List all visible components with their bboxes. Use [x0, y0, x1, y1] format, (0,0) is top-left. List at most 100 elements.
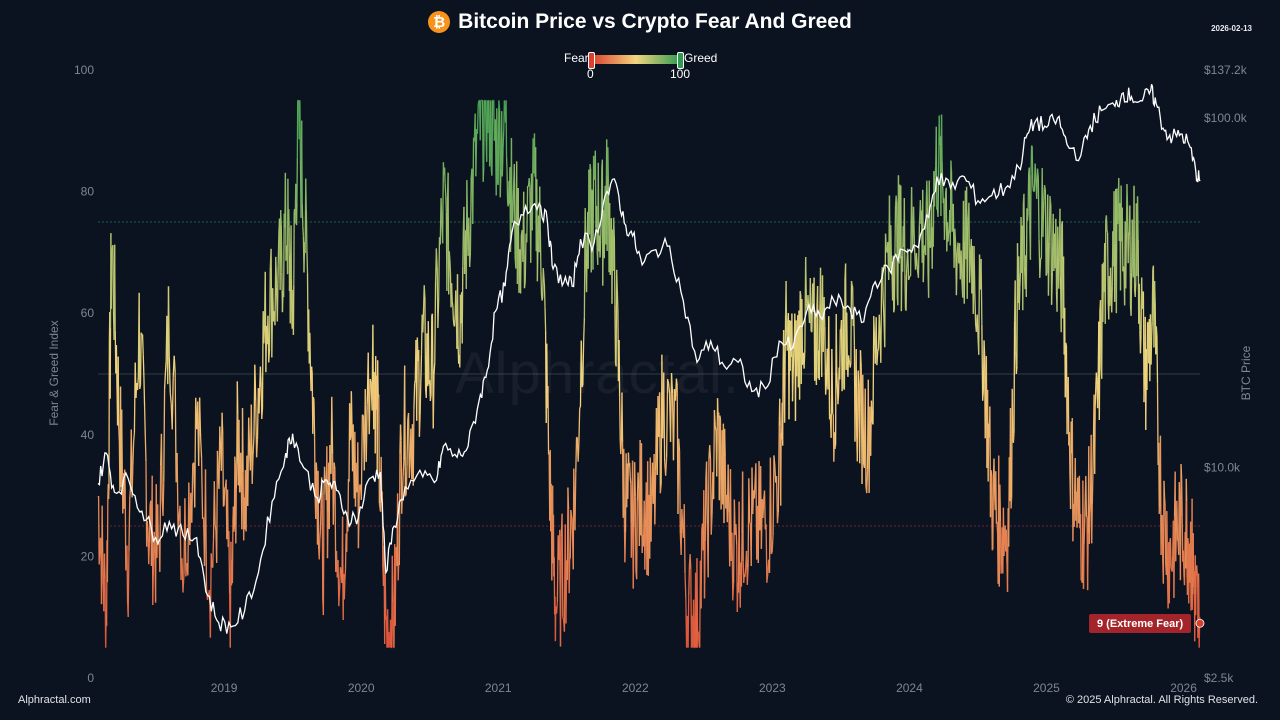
fear-greed-segment: [1180, 464, 1183, 477]
fear-greed-segment: [159, 465, 162, 572]
fear-greed-segment: [824, 384, 828, 395]
fear-greed-segment: [786, 320, 789, 351]
fear-greed-segment: [832, 413, 834, 416]
fear-greed-segment: [455, 290, 457, 314]
fear-greed-segment: [543, 285, 546, 308]
fear-greed-segment: [973, 246, 976, 294]
fear-greed-segment: [665, 379, 669, 458]
fear-greed-segment: [453, 315, 456, 327]
fear-greed-segment: [1158, 507, 1161, 514]
fear-greed-segment: [818, 305, 821, 380]
fear-greed-segment: [424, 297, 427, 389]
fear-greed-segment: [432, 374, 435, 429]
fear-greed-segment: [98, 555, 101, 565]
fear-greed-segment: [224, 486, 227, 489]
fear-greed-segment: [255, 439, 259, 458]
fear-greed-segment: [391, 555, 394, 603]
fear-greed-segment: [315, 462, 318, 476]
fear-greed-segment: [539, 230, 542, 272]
fear-greed-segment: [338, 567, 342, 590]
fear-greed-segment: [1092, 437, 1095, 475]
fear-greed-segment: [212, 538, 215, 568]
fear-greed-segment: [1089, 503, 1092, 513]
fear-greed-segment: [392, 602, 395, 648]
fear-greed-segment: [630, 522, 633, 558]
fear-greed-segment: [321, 497, 324, 601]
fear-greed-segment: [943, 221, 946, 240]
fear-greed-segment: [890, 225, 893, 261]
fear-greed-segment: [949, 160, 952, 246]
fear-greed-segment: [1056, 226, 1059, 258]
fear-greed-segment: [1032, 184, 1035, 192]
fear-greed-segment: [992, 476, 995, 550]
fear-greed-segment: [984, 383, 987, 439]
fear-greed-segment: [855, 349, 858, 439]
fear-greed-segment: [329, 445, 332, 473]
fear-greed-segment: [837, 394, 840, 405]
fear-greed-segment: [981, 324, 984, 401]
fear-greed-segment: [1150, 321, 1153, 337]
fear-greed-segment: [1155, 326, 1158, 336]
fear-greed-segment: [1098, 309, 1101, 420]
fear-greed-segment: [476, 103, 479, 134]
fear-greed-segment: [301, 203, 304, 227]
x-tick-label: 2020: [348, 681, 375, 695]
fear-greed-segment: [209, 553, 212, 638]
fear-greed-segment: [1084, 497, 1086, 523]
fear-greed-segment: [762, 499, 765, 519]
fear-greed-segment: [139, 332, 142, 385]
fear-greed-segment: [905, 269, 908, 311]
fear-greed-segment: [101, 505, 104, 554]
fear-greed-segment: [1064, 342, 1067, 398]
fear-greed-segment: [497, 100, 500, 186]
fear-greed-segment: [1018, 287, 1021, 310]
fear-greed-segment: [526, 185, 529, 243]
fear-greed-segment: [1044, 189, 1047, 276]
fear-greed-segment: [1043, 185, 1046, 190]
fear-greed-segment: [843, 277, 846, 390]
fear-greed-segment: [456, 274, 459, 347]
fear-greed-segment: [1048, 196, 1051, 243]
legend-min-handle[interactable]: [588, 52, 595, 69]
fear-greed-segment: [198, 397, 202, 438]
left-tick-label: 20: [81, 549, 95, 563]
fear-greed-segment: [1091, 504, 1093, 544]
fear-greed-segment: [240, 452, 242, 486]
fear-greed-segment: [451, 301, 454, 307]
fear-greed-segment: [575, 437, 578, 473]
fear-greed-segment: [258, 387, 261, 414]
legend-max-handle[interactable]: [677, 52, 684, 69]
fear-greed-segment: [696, 558, 699, 648]
fear-greed-segment: [448, 251, 451, 260]
fear-greed-segment: [1000, 564, 1003, 574]
fear-greed-segment: [369, 378, 372, 384]
fear-greed-segment: [435, 248, 438, 267]
fear-greed-segment: [123, 469, 126, 493]
fear-greed-segment: [143, 406, 146, 436]
fear-greed-segment: [427, 321, 430, 385]
fear-greed-segment: [405, 466, 408, 495]
color-legend: Fear Greed 0 100: [564, 51, 724, 87]
fear-greed-segment: [570, 509, 573, 516]
fear-greed-segment: [512, 189, 515, 221]
fear-greed-segment: [884, 233, 887, 348]
fear-greed-segment: [479, 100, 482, 141]
fear-greed-segment: [637, 472, 640, 489]
fear-greed-segment: [849, 362, 852, 368]
fear-greed-segment: [995, 471, 998, 524]
fear-greed-segment: [160, 433, 163, 502]
fear-greed-segment: [440, 198, 443, 220]
fear-greed-segment: [499, 168, 502, 198]
fear-greed-segment: [1077, 477, 1079, 479]
fear-greed-segment: [658, 392, 662, 494]
fear-greed-segment: [355, 462, 358, 492]
fear-greed-segment: [864, 388, 867, 487]
fear-greed-segment: [1083, 522, 1086, 545]
fear-greed-segment: [111, 247, 113, 252]
fear-greed-segment: [156, 504, 159, 545]
fear-greed-segment: [915, 253, 919, 270]
fear-greed-segment: [735, 524, 738, 545]
fear-greed-segment: [1176, 500, 1179, 540]
fear-greed-segment: [765, 524, 768, 583]
fear-greed-segment: [723, 428, 726, 457]
